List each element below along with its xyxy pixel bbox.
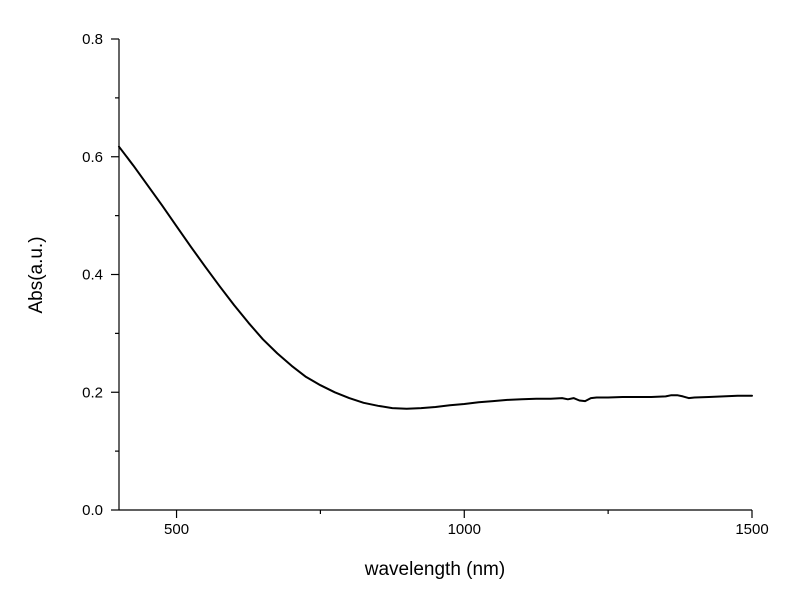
x-axis-title: wavelength (nm) <box>364 559 505 580</box>
y-tick-label: 0.4 <box>82 267 103 284</box>
axes <box>118 39 752 511</box>
series-line <box>118 145 753 410</box>
y-tick-label: 0.2 <box>82 384 103 401</box>
y-axis-title: Abs(a.u.) <box>26 236 47 313</box>
x-tick-label: 1000 <box>448 521 481 538</box>
ticks <box>111 38 753 518</box>
x-tick-label: 1500 <box>735 521 768 538</box>
y-tick-label: 0.8 <box>82 31 103 48</box>
y-tick-label: 0.0 <box>82 502 103 519</box>
tick-labels: 500 1000 1500 0.0 0.2 0.4 0.6 0.8 <box>82 31 769 538</box>
x-tick-label: 500 <box>164 521 189 538</box>
y-tick-label: 0.6 <box>82 149 103 166</box>
